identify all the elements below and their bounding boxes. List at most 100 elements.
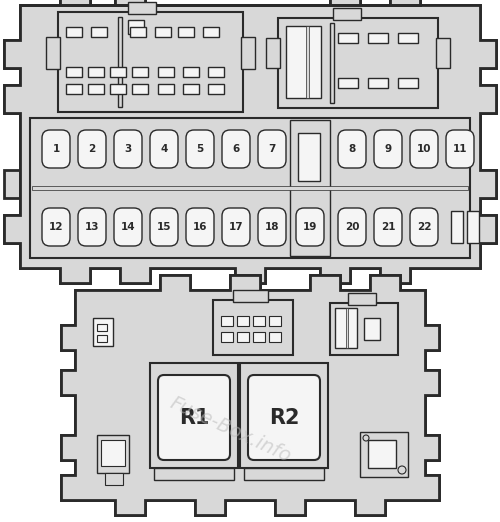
- Bar: [380, 268, 410, 283]
- Bar: [61, 325, 75, 350]
- FancyBboxPatch shape: [114, 208, 142, 246]
- Bar: [253, 332, 265, 342]
- Bar: [128, 20, 144, 34]
- Text: 5: 5: [196, 144, 203, 154]
- Bar: [118, 17, 122, 107]
- Circle shape: [363, 435, 369, 441]
- FancyBboxPatch shape: [150, 208, 178, 246]
- Bar: [480, 85, 496, 113]
- Bar: [61, 475, 75, 500]
- Bar: [58, 12, 243, 112]
- Bar: [240, 363, 328, 468]
- Bar: [101, 440, 125, 466]
- FancyBboxPatch shape: [158, 375, 230, 460]
- Bar: [348, 293, 376, 305]
- Bar: [208, 67, 224, 77]
- Bar: [425, 435, 439, 460]
- FancyBboxPatch shape: [410, 130, 438, 168]
- Text: 1: 1: [52, 144, 60, 154]
- Bar: [158, 84, 174, 94]
- Text: R1: R1: [179, 408, 209, 428]
- Bar: [338, 33, 358, 43]
- Bar: [75, 290, 425, 500]
- Bar: [370, 275, 400, 290]
- Bar: [425, 370, 439, 395]
- Bar: [290, 120, 330, 256]
- Bar: [237, 316, 249, 326]
- Bar: [230, 275, 260, 290]
- Bar: [66, 84, 82, 94]
- Bar: [425, 475, 439, 500]
- Bar: [115, 500, 145, 515]
- Bar: [368, 33, 388, 43]
- Bar: [467, 211, 479, 243]
- Bar: [306, 26, 309, 98]
- Bar: [335, 308, 357, 348]
- FancyBboxPatch shape: [186, 208, 214, 246]
- Bar: [60, 268, 90, 283]
- Bar: [360, 432, 408, 477]
- Bar: [88, 67, 104, 77]
- Bar: [368, 78, 388, 88]
- FancyBboxPatch shape: [222, 130, 250, 168]
- FancyBboxPatch shape: [338, 130, 366, 168]
- Bar: [451, 211, 463, 243]
- Bar: [150, 363, 238, 468]
- Bar: [130, 27, 146, 37]
- Text: 16: 16: [193, 222, 208, 232]
- Text: 7: 7: [268, 144, 276, 154]
- FancyBboxPatch shape: [42, 130, 70, 168]
- FancyBboxPatch shape: [186, 130, 214, 168]
- Text: R2: R2: [269, 408, 299, 428]
- Bar: [398, 78, 418, 88]
- FancyBboxPatch shape: [258, 208, 286, 246]
- Bar: [195, 500, 225, 515]
- Bar: [110, 84, 126, 94]
- Bar: [4, 170, 20, 198]
- Bar: [235, 268, 265, 283]
- Bar: [253, 316, 265, 326]
- Bar: [105, 473, 123, 485]
- Bar: [221, 332, 233, 342]
- Text: 13: 13: [85, 222, 99, 232]
- Bar: [436, 38, 450, 68]
- FancyBboxPatch shape: [374, 208, 402, 246]
- Bar: [330, 23, 334, 103]
- Bar: [4, 40, 20, 68]
- Bar: [338, 78, 358, 88]
- Bar: [390, 0, 420, 5]
- Bar: [480, 40, 496, 68]
- Bar: [46, 37, 60, 69]
- Bar: [88, 84, 104, 94]
- FancyBboxPatch shape: [150, 130, 178, 168]
- Bar: [333, 8, 361, 20]
- Bar: [286, 26, 321, 98]
- Bar: [120, 268, 150, 283]
- Bar: [155, 27, 171, 37]
- FancyBboxPatch shape: [114, 130, 142, 168]
- FancyBboxPatch shape: [78, 208, 106, 246]
- Text: 12: 12: [49, 222, 63, 232]
- Bar: [97, 324, 107, 331]
- Bar: [278, 18, 438, 108]
- Polygon shape: [61, 275, 439, 515]
- FancyBboxPatch shape: [42, 208, 70, 246]
- Text: 11: 11: [453, 144, 467, 154]
- Bar: [178, 27, 194, 37]
- Bar: [233, 290, 268, 302]
- Circle shape: [398, 466, 406, 474]
- Bar: [115, 0, 145, 5]
- Bar: [61, 370, 75, 395]
- Bar: [208, 84, 224, 94]
- Text: 3: 3: [124, 144, 132, 154]
- FancyBboxPatch shape: [338, 208, 366, 246]
- FancyBboxPatch shape: [446, 130, 474, 168]
- Bar: [241, 37, 255, 69]
- Bar: [213, 300, 293, 355]
- Bar: [4, 85, 20, 113]
- Bar: [346, 308, 348, 348]
- Bar: [160, 275, 190, 290]
- Text: 20: 20: [345, 222, 359, 232]
- Bar: [66, 27, 82, 37]
- Bar: [4, 215, 20, 243]
